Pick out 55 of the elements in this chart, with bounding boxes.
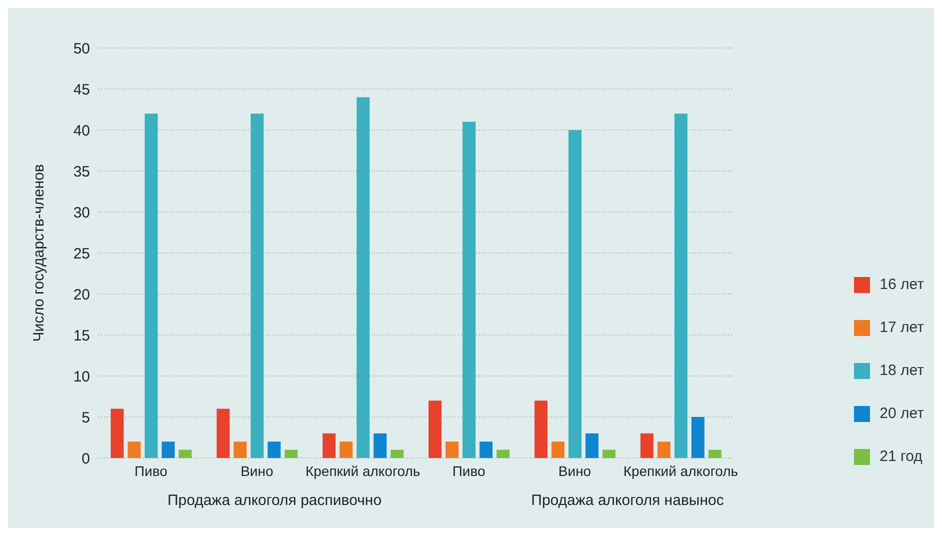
bar: [234, 442, 247, 458]
y-tick-label: 25: [73, 245, 90, 262]
x-tick-label: Пиво: [452, 462, 486, 479]
y-tick-label: 35: [73, 163, 90, 180]
x-tick-label: Крепкий алкоголь: [305, 462, 420, 479]
x-tick-label: Вино: [558, 462, 592, 479]
bar: [178, 450, 192, 458]
bar: [640, 433, 654, 458]
y-tick-label: 0: [82, 450, 90, 468]
text: Продажа алкоголя навынос: [530, 492, 725, 509]
bar: [162, 442, 175, 458]
bar: [110, 408, 124, 458]
bar: [374, 433, 387, 458]
legend-label: 21 год: [880, 448, 922, 465]
bar: [602, 450, 616, 458]
bar: [284, 450, 298, 458]
bar: [480, 442, 493, 458]
y-tick-label: 10: [73, 368, 90, 386]
bar: [340, 442, 353, 458]
text: Продажа алкоголя распивочно: [166, 492, 383, 509]
y-tick-label: 20: [73, 286, 90, 304]
y-tick-label: 45: [73, 81, 90, 98]
y-axis-title: Число государств-членов: [30, 164, 48, 342]
bar: [128, 442, 141, 458]
bar: [551, 442, 564, 458]
legend-label: 18 лет: [880, 362, 924, 379]
bar: [534, 400, 548, 458]
bar: [657, 442, 670, 458]
legend-label: 16 лет: [880, 276, 924, 293]
bar: [462, 122, 476, 458]
y-tick-label: 15: [73, 327, 90, 344]
legend-label: 17 лет: [880, 319, 924, 336]
legend-label: 20 лет: [880, 405, 924, 422]
bar: [428, 400, 442, 458]
bar: [708, 450, 722, 458]
bar: [144, 114, 158, 458]
bar: [390, 450, 404, 458]
x-tick-label: Крепкий алкоголь: [623, 462, 738, 479]
bar: [691, 417, 704, 458]
bar: [674, 114, 688, 458]
bar: [568, 130, 582, 458]
x-tick-label: Вино: [240, 462, 274, 479]
bar: [356, 97, 370, 458]
bar: [322, 433, 336, 458]
x-tick-label: Пиво: [134, 462, 168, 479]
y-tick-label: 50: [73, 40, 90, 58]
y-tick-label: 5: [82, 409, 90, 426]
bar: [496, 450, 510, 458]
y-tick-label: 30: [73, 204, 90, 222]
bar: [216, 408, 230, 458]
y-tick-label: 40: [73, 122, 90, 140]
bar: [268, 442, 281, 458]
bar: [585, 433, 598, 458]
bar: [250, 114, 264, 458]
bar: [446, 442, 459, 458]
